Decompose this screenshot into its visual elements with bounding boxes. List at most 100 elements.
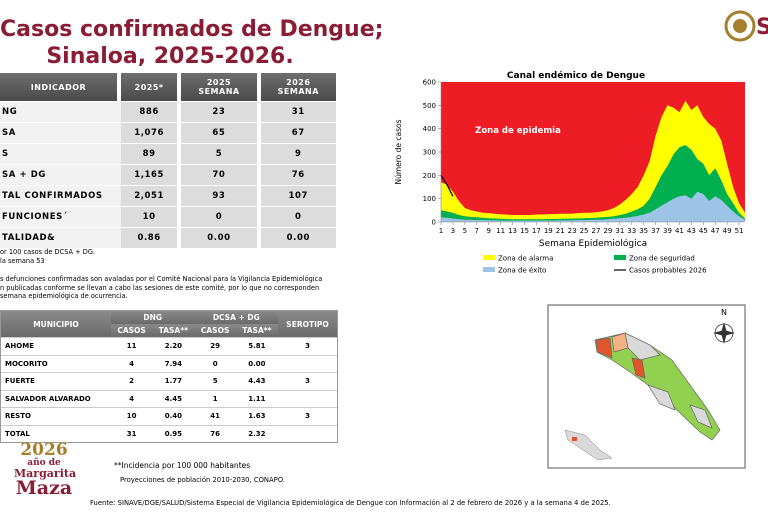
note: la semana 53 [0, 256, 45, 265]
notes: or 100 casos de DCSA + DG. la semana 53 … [0, 248, 345, 301]
value-cell: 93 [181, 186, 261, 206]
label-cell: AHOME [1, 337, 111, 355]
x-tick-label: 29 [603, 227, 612, 235]
x-tick-label: 47 [711, 227, 720, 235]
logo-text: S [756, 15, 768, 40]
label-cell: RESTO [1, 407, 111, 425]
value-cell: 0 [260, 207, 340, 227]
label-cell: S [0, 144, 121, 164]
brand-text: año de [27, 458, 61, 468]
y-tick-label: 0 [432, 219, 436, 227]
x-tick-label: 19 [544, 227, 553, 235]
label-cell: SA [0, 123, 121, 143]
municipios-table: MUNICIPIO DNG DCSA + DG SEROTIPO CASOS T… [0, 310, 338, 443]
inset-highlight [572, 437, 577, 441]
table-row: FUNCIONES´ 10 0 0 [0, 207, 340, 227]
y-tick-label: 600 [423, 79, 436, 87]
x-tick-label: 51 [735, 227, 744, 235]
value-cell: 23 [181, 102, 261, 122]
value-cell: 4.45 [152, 389, 195, 408]
value-cell: 76 [260, 165, 340, 185]
y-tick-label: 200 [423, 172, 436, 180]
map-region [631, 357, 646, 379]
table-row: SA + DG 1,165 70 76 [0, 165, 340, 185]
value-cell: 29 [194, 337, 236, 355]
x-tick-label: 9 [486, 227, 490, 235]
value-cell: 9 [260, 144, 340, 164]
value-cell: 1,165 [121, 165, 182, 185]
value-cell: 0.00 [235, 354, 279, 373]
value-cell: 2.20 [152, 337, 195, 355]
brand-text: Margarita [14, 467, 77, 480]
value-cell: 4.43 [235, 372, 279, 390]
footnote: Proyecciones de población 2010-2030, CON… [120, 476, 285, 484]
value-cell: 1,076 [121, 123, 182, 143]
title: Casos confirmados de Dengue; Sinaloa, 20… [0, 16, 383, 70]
x-tick-label: 5 [463, 227, 467, 235]
x-tick-label: 33 [627, 227, 636, 235]
x-tick-label: 13 [508, 227, 517, 235]
label-cell: SALVADOR ALVARADO [1, 389, 111, 408]
legend-label: Zona de alarma [498, 255, 553, 263]
table-row: FUERTE 2 1.77 5 4.43 3 [1, 372, 337, 390]
table-row: TAL CONFIRMADOS 2,051 93 107 [0, 186, 340, 206]
y-axis-title: Número de casos [394, 119, 403, 184]
value-cell: 107 [260, 186, 340, 206]
value-cell: 10 [111, 407, 153, 425]
value-cell: 67 [260, 123, 340, 143]
value-cell: 4 [111, 354, 153, 373]
y-tick-label: 100 [423, 195, 436, 203]
x-tick-label: 35 [639, 227, 648, 235]
y-tick-label: 500 [423, 102, 436, 110]
value-cell [278, 389, 337, 408]
table-row: NG 886 23 31 [0, 102, 340, 122]
legend-label: Zona de seguridad [629, 255, 695, 263]
paragraph-line: n publicadas conforme se llevan a cabo l… [0, 283, 320, 292]
value-cell: 31 [260, 102, 340, 122]
value-cell: 2 [111, 372, 153, 390]
table-row: RESTO 10 0.40 41 1.63 3 [1, 407, 337, 425]
x-tick-label: 41 [675, 227, 684, 235]
label-cell: TOTAL [1, 424, 111, 443]
value-cell: 5 [194, 372, 236, 390]
table-row: TOTAL 31 0.95 76 2.32 [1, 424, 337, 443]
value-cell: 5.81 [235, 337, 279, 355]
header-cell: CASOS [194, 324, 236, 337]
value-cell: 41 [194, 407, 236, 425]
logo: S [724, 10, 768, 42]
x-tick-label: 21 [556, 227, 565, 235]
x-tick-label: 23 [568, 227, 577, 235]
map-region [595, 337, 613, 359]
compass [713, 322, 735, 344]
table-row: AHOME 11 2.20 29 5.81 3 [1, 337, 337, 355]
label-cell: TAL CONFIRMADOS [0, 186, 121, 206]
y-tick-label: 400 [423, 125, 436, 133]
note: or 100 casos de DCSA + DG. [0, 248, 96, 256]
legend-swatch [483, 267, 495, 272]
table-row: MOCORITO 4 7.94 0 0.00 [1, 354, 337, 373]
indicators-table: INDICADOR 2025* 2025 SEMANA 2026 SEMANA NG 88… [0, 72, 340, 249]
value-cell: 10 [121, 207, 182, 227]
x-tick-label: 3 [451, 227, 455, 235]
brand: 2026 año de Margarita Maza [14, 442, 77, 498]
probable-cases-line [440, 174, 454, 197]
footnotes: **Incidencia por 100 000 habitantes Proy… [114, 458, 285, 488]
header-cell: 2025 SEMANA [181, 73, 261, 101]
x-tick-label: 37 [651, 227, 660, 235]
value-cell: 0.95 [152, 424, 195, 443]
value-cell: 70 [181, 165, 261, 185]
x-tick-label: 11 [496, 227, 505, 235]
x-tick-label: 39 [663, 227, 672, 235]
label-cell: TALIDAD& [0, 228, 121, 248]
value-cell: 1 [194, 389, 236, 408]
x-tick-label: 45 [699, 227, 708, 235]
value-cell: 76 [194, 424, 236, 443]
value-cell: 0 [181, 207, 261, 227]
chart-title: Canal endémico de Dengue [507, 70, 645, 81]
source: Fuente: SINAVE/DGE/SALUD/Sistema Especia… [90, 499, 611, 507]
value-cell [278, 424, 337, 443]
value-cell: 11 [111, 337, 153, 355]
y-tick-label: 300 [423, 149, 436, 157]
